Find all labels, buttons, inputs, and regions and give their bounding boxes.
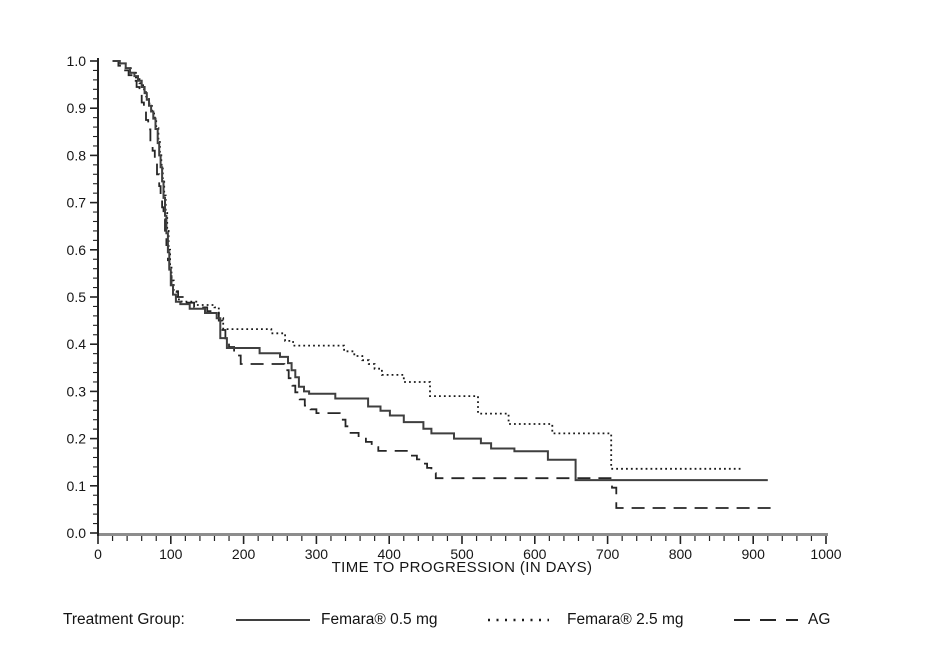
y-tick-label: 0.1 (67, 478, 87, 494)
y-tick-label: 0.3 (67, 383, 87, 399)
x-tick-label: 400 (378, 546, 402, 562)
legend: Treatment Group: Femara® 0.5 mg Femara® … (0, 607, 939, 633)
y-tick-label: 0.5 (67, 289, 87, 305)
y-tick-label: 0.2 (67, 431, 87, 447)
x-tick-label: 0 (94, 546, 102, 562)
y-tick-label: 0.9 (67, 100, 87, 116)
legend-line-longdash-icon (734, 607, 798, 633)
y-tick-label: 0.8 (67, 147, 87, 163)
x-tick-label: 900 (742, 546, 766, 562)
x-tick-label: 100 (159, 546, 183, 562)
y-tick-label: 0.7 (67, 195, 87, 211)
y-tick-label: 0.6 (67, 242, 87, 258)
x-tick-label: 700 (596, 546, 620, 562)
legend-label-ag: AG (808, 611, 831, 628)
legend-title: Treatment Group: (63, 611, 185, 628)
legend-line-solid-icon (236, 607, 310, 633)
x-tick-label: 200 (232, 546, 256, 562)
x-tick-label: 1000 (810, 546, 841, 562)
series-line-femara-0.5-mg (112, 60, 768, 482)
km-chart-svg: 0 100 200 300 400 500 600 700 800 900 1000 0.0 0.1 0.… (67, 53, 842, 562)
legend-line-dotted-icon (487, 607, 549, 633)
legend-label-femara-0-5mg: Femara® 0.5 mg (321, 611, 438, 628)
x-axis-title: TIME TO PROGRESSION (IN DAYS) (331, 559, 593, 576)
x-tick-label: 500 (450, 546, 474, 562)
x-tick-label: 800 (669, 546, 693, 562)
series-line-femara-2.5-mg (112, 60, 743, 470)
series-line-ag (112, 60, 775, 509)
x-tick-label: 300 (305, 546, 329, 562)
y-tick-label: 0.4 (67, 336, 87, 352)
y-tick-label: 1.0 (67, 53, 87, 69)
x-tick-label: 600 (523, 546, 547, 562)
legend-label-femara-2-5mg: Femara® 2.5 mg (567, 611, 684, 628)
y-tick-label: 0.0 (67, 525, 87, 541)
